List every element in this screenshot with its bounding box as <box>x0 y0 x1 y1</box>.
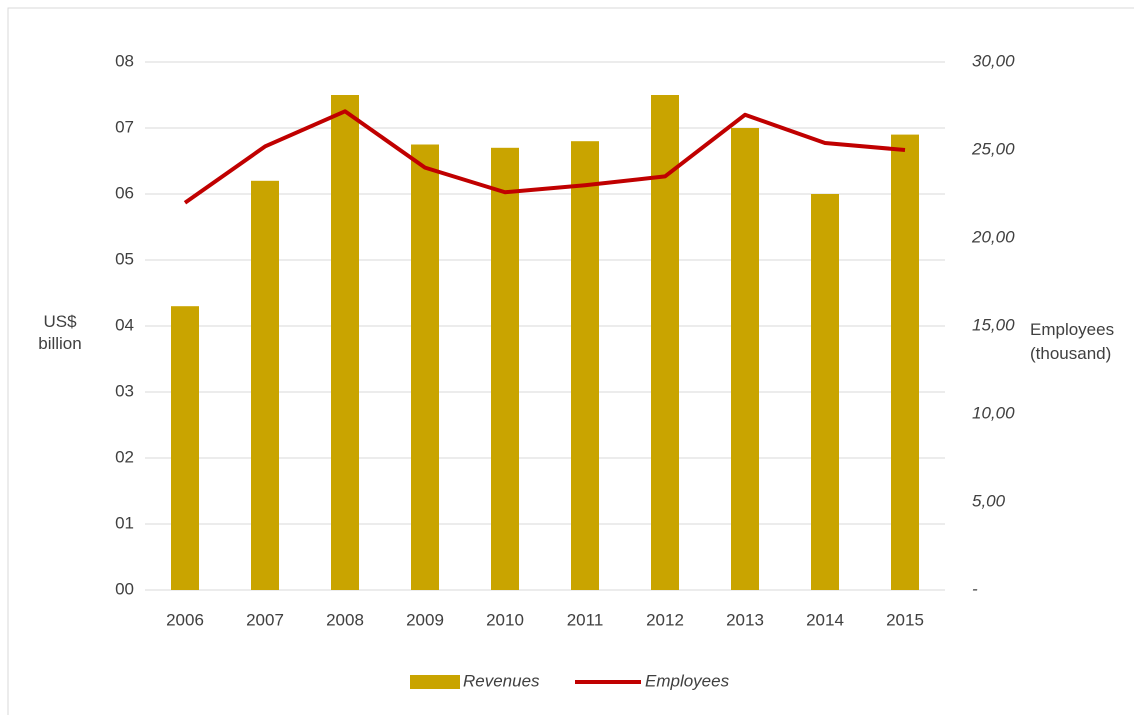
y-tick-label: 00 <box>115 579 134 598</box>
x-tick-label: 2008 <box>326 610 364 629</box>
bar <box>811 194 839 590</box>
y2-axis-label-line: (thousand) <box>1030 344 1111 363</box>
line <box>183 109 906 205</box>
x-tick-label: 2012 <box>646 610 684 629</box>
x-tick-label: 2009 <box>406 610 444 629</box>
y-axis-label-line: US$ <box>43 312 77 331</box>
bar <box>411 144 439 590</box>
bar <box>251 180 279 591</box>
y2-tick-label: 5,00 <box>972 491 1006 510</box>
x-tick-label: 2010 <box>486 610 524 629</box>
y2-axis-label-line: Employees <box>1030 320 1114 339</box>
x-tick-label: 2006 <box>166 610 204 629</box>
bar <box>891 134 919 590</box>
x-tick-label: 2007 <box>246 610 284 629</box>
y-tick-label: 03 <box>115 381 134 400</box>
bar <box>571 141 599 590</box>
bar <box>171 306 199 590</box>
y-tick-label: 01 <box>115 513 134 532</box>
y2-tick-label: 25,00 <box>971 139 1015 158</box>
chart-frame <box>7 7 1134 715</box>
y2-tick-label: 15,00 <box>972 315 1015 334</box>
y2-tick-label: 30,00 <box>972 51 1015 70</box>
y2-tick-label: 20,00 <box>971 227 1015 246</box>
bar <box>731 128 759 590</box>
bar <box>331 95 359 590</box>
y2-tick-label: - <box>972 579 978 598</box>
y-axis-label: US$ billion <box>38 312 81 353</box>
legend-label: Revenues <box>463 671 540 690</box>
x-tick-label: 2013 <box>726 610 764 629</box>
y2-axis-label: Employees (thousand) <box>1030 320 1114 363</box>
y-tick-label: 08 <box>115 51 134 70</box>
y-tick-label: 02 <box>115 447 134 466</box>
legend-swatch <box>410 675 460 689</box>
y-tick-label: 06 <box>115 183 134 202</box>
y-tick-label: 04 <box>115 315 134 334</box>
y-tick-label: 05 <box>115 249 134 268</box>
y-axis-label-line: billion <box>38 334 81 353</box>
x-tick-label: 2015 <box>886 610 924 629</box>
x-tick-label: 2014 <box>806 610 844 629</box>
legend-label: Employees <box>645 671 730 690</box>
x-tick-label: 2011 <box>567 610 604 629</box>
y-tick-label: 07 <box>115 117 134 136</box>
y2-tick-label: 10,00 <box>972 403 1015 422</box>
bar <box>491 147 519 591</box>
